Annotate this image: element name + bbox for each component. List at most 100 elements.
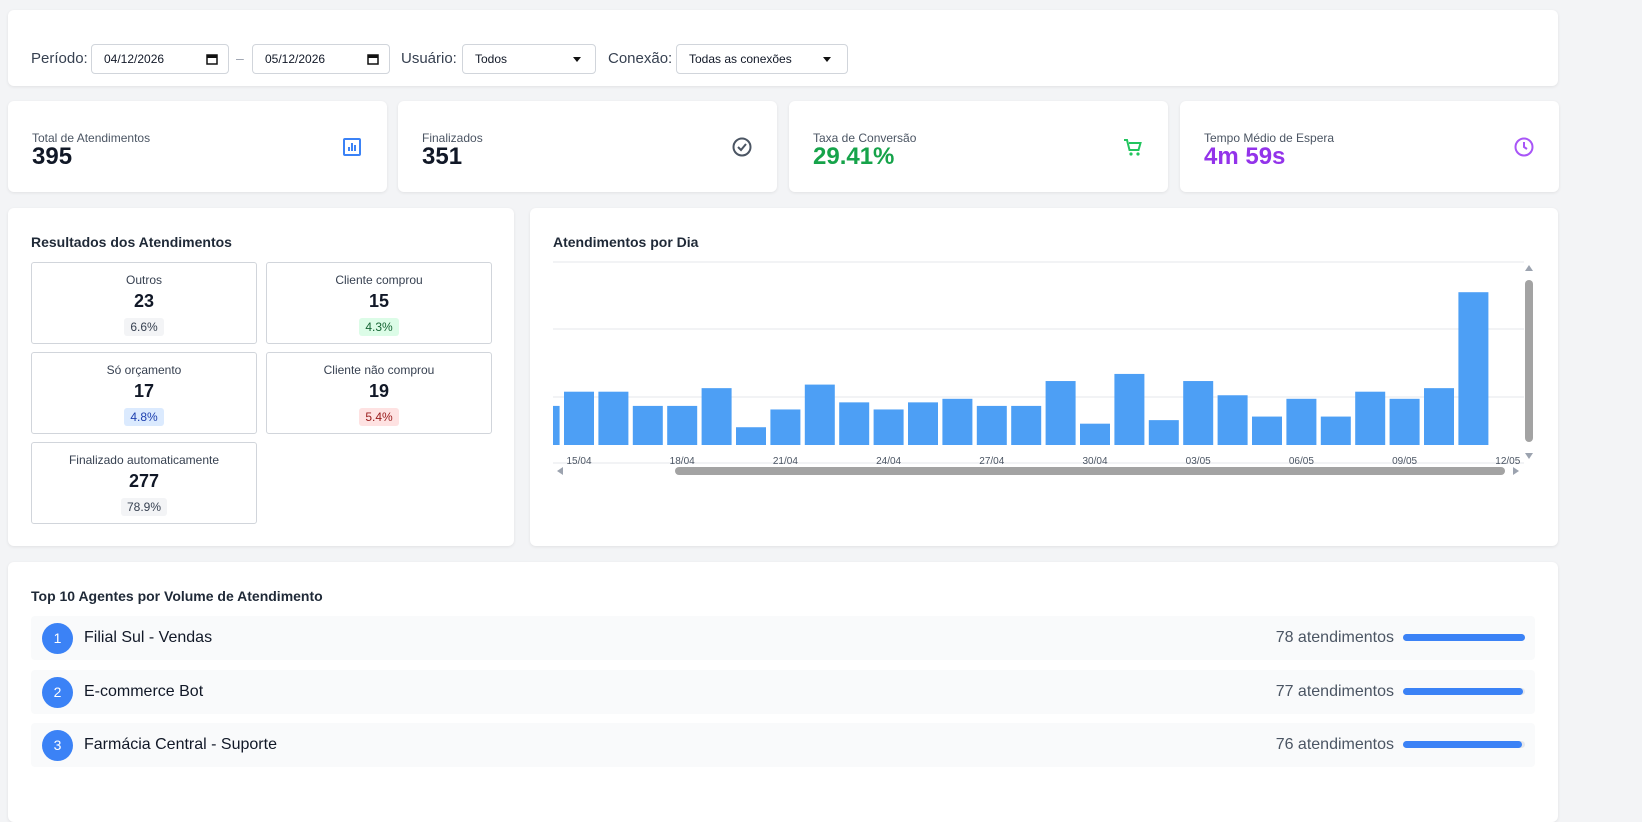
result-count: 17 (133, 381, 155, 401)
x-tick-label: 24/04 (876, 456, 901, 467)
result-count: 15 (368, 291, 390, 311)
user-select[interactable]: Todos (462, 44, 596, 74)
agent-track (1403, 741, 1525, 748)
caret (573, 57, 581, 62)
agent-count: 76 atendimentos (1275, 736, 1394, 753)
agent-track (1403, 687, 1525, 695)
bar (1114, 373, 1145, 445)
bar (553, 405, 560, 445)
connection-label: Conexão: (608, 50, 673, 67)
x-tick-label: 18/04 (670, 456, 695, 467)
bars (553, 292, 1489, 445)
date-to-text: 05/12/2026 (265, 52, 326, 66)
kpi-card: Finalizados 351 (398, 101, 777, 192)
scroll-down[interactable] (1525, 453, 1533, 459)
connection-select[interactable]: Todas as conexões (676, 44, 848, 74)
calendar-icon (206, 54, 218, 65)
agent-rank: 3 (42, 730, 73, 761)
chart-title: Atendimentos por Dia (553, 234, 699, 250)
kpi-label: Total de Atendimentos (32, 131, 151, 145)
agent-count: 78 atendimentos (1275, 629, 1394, 646)
user-label: Usuário: (401, 50, 457, 67)
result-tile: Cliente não comprou 19 5.4% (266, 352, 492, 434)
result-tile: Só orçamento 17 4.8% (31, 352, 257, 434)
kpi-value: 351 (422, 143, 463, 170)
bar (1252, 416, 1282, 445)
date-from-text: 04/12/2026 (104, 52, 165, 66)
bar (1320, 416, 1351, 445)
x-tick-label: 21/04 (773, 456, 798, 467)
kpi-icon (732, 137, 752, 157)
kpi-icon (343, 138, 361, 156)
result-share: 6.6% (124, 318, 164, 336)
agent-name: E-commerce Bot (84, 682, 204, 700)
chart: 15/04 18/04 21/04 24/04 27/04 30/04 03/05 06/05… (553, 261, 1533, 475)
calendar-icon (367, 54, 379, 65)
kpi-card: Tempo Médio de Espera 4m 59s (1180, 101, 1559, 192)
result-tile: Cliente comprou 15 4.3% (266, 262, 492, 344)
kpi-label: Taxa de Conversão (813, 131, 917, 145)
scroll-left[interactable] (557, 467, 563, 475)
agents-card: Top 10 Agentes por Volume de Atendimento… (8, 562, 1558, 822)
bar (908, 402, 938, 445)
user-value: Todos (475, 52, 508, 66)
agents-title: Top 10 Agentes por Volume de Atendimento (31, 588, 323, 604)
result-share: 5.4% (359, 408, 399, 426)
filter-bar: Período: 04/12/2026 – 05/12/2026 Usuário… (8, 10, 1558, 86)
h-scrollbar[interactable] (675, 467, 1505, 475)
bar (598, 391, 629, 445)
result-label: Cliente comprou (335, 273, 423, 287)
kpi-card: Total de Atendimentos 395 (8, 101, 387, 192)
bar (1183, 381, 1214, 445)
result-share: 78.9% (120, 498, 168, 516)
bar (873, 409, 904, 445)
bar (667, 405, 698, 445)
scroll-right[interactable] (1513, 467, 1519, 475)
date-from[interactable]: 04/12/2026 (91, 44, 229, 74)
scroll-up[interactable] (1525, 265, 1533, 271)
results-card: Resultados dos Atendimentos Outros 23 6.6%… (8, 208, 514, 546)
agent-bar (1403, 634, 1525, 641)
kpi-value: 395 (32, 143, 73, 170)
bar (1286, 398, 1317, 445)
bar (1458, 292, 1489, 445)
chart-card: Atendimentos por Dia 15/04 18/04 21/04 24/0… (530, 208, 1558, 546)
bar (1217, 395, 1248, 445)
bar (1011, 405, 1042, 445)
agent-bar (1403, 741, 1522, 748)
result-label: Cliente não comprou (323, 363, 435, 377)
kpi-value: 4m 59s (1204, 143, 1286, 170)
agent-name: Farmácia Central - Suporte (84, 736, 277, 753)
agent-name: Filial Sul - Vendas (84, 629, 213, 646)
period-label: Período: (31, 50, 88, 67)
date-to[interactable]: 05/12/2026 (252, 44, 390, 74)
bar (839, 402, 870, 445)
x-tick-label: 09/05 (1392, 456, 1417, 467)
result-tile: Finalizado automaticamente 277 78.9% (31, 442, 257, 524)
result-tile: Outros 23 6.6% (31, 262, 257, 344)
bar (632, 405, 663, 445)
result-label: Finalizado automaticamente (68, 453, 220, 467)
x-tick-label: 03/05 (1186, 456, 1211, 467)
v-scrollbar[interactable] (1525, 280, 1533, 442)
agent-rank: 1 (42, 623, 73, 654)
result-count: 23 (133, 291, 155, 311)
x-tick-label: 12/05 (1495, 456, 1520, 467)
bar (701, 388, 732, 445)
caret (823, 57, 831, 62)
bar (1148, 420, 1179, 445)
kpi-card: Taxa de Conversão 29.41% (789, 101, 1168, 192)
bar (804, 384, 835, 445)
x-tick-label: 30/04 (1082, 456, 1107, 467)
result-label: Só orçamento (106, 363, 182, 377)
x-tick-label: 06/05 (1289, 456, 1314, 467)
kpi-label: Finalizados (422, 131, 483, 145)
x-tick-label: 15/04 (566, 456, 591, 467)
kpi-label: Tempo Médio de Espera (1204, 131, 1335, 145)
result-share: 4.8% (124, 408, 164, 426)
agent-count: 77 atendimentos (1275, 682, 1394, 700)
agent-row: 1 Filial Sul - Vendas 78 atendimentos (31, 616, 1535, 660)
bar (1080, 423, 1110, 445)
bar (1045, 381, 1076, 445)
